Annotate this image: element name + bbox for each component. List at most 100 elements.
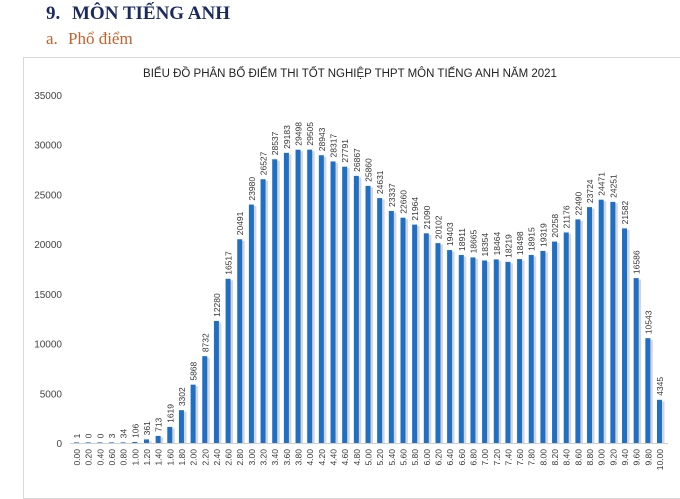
bar (377, 198, 383, 443)
bar-chart: BIỂU ĐỒ PHÂN BỐ ĐIỂM THI TỐT NGHIỆP THPT… (34, 66, 668, 470)
data-label: 19403 (445, 222, 455, 246)
bar (143, 439, 149, 443)
data-label: 24251 (608, 174, 618, 198)
subsection-title: Phổ điểm (68, 29, 133, 48)
data-label: 8732 (200, 333, 210, 352)
bar (517, 259, 523, 443)
bar (132, 441, 138, 443)
bar (178, 410, 184, 443)
bar (388, 210, 394, 443)
x-tick-label: 4.40 (329, 449, 339, 466)
data-label: 18219 (503, 234, 513, 258)
bar (470, 257, 476, 443)
bar (248, 204, 254, 443)
x-tick-label: 0.60 (107, 449, 117, 466)
subsection-letter: a. (46, 29, 58, 48)
data-label: 18498 (515, 231, 525, 255)
x-tick-label: 1.40 (154, 449, 164, 466)
x-tick-label: 4.20 (317, 449, 327, 466)
x-tick-label: 0.40 (95, 449, 105, 466)
data-label: 713 (154, 417, 164, 431)
data-label: 0 (95, 433, 105, 438)
x-tick-label: 2.00 (189, 449, 199, 466)
data-label: 34 (119, 429, 129, 439)
data-label: 18665 (468, 230, 478, 254)
x-tick-label: 9.00 (597, 449, 607, 466)
x-tick-label: 2.40 (212, 449, 222, 466)
bar (610, 201, 616, 443)
x-tick-label: 7.00 (480, 449, 490, 466)
bar (225, 278, 231, 443)
data-label: 16586 (632, 250, 642, 274)
x-tick-label: 7.40 (503, 449, 513, 466)
bar (342, 166, 348, 444)
y-tick-label: 30000 (34, 141, 62, 152)
data-label: 21090 (422, 205, 432, 229)
section-heading: 9. MÔN TIẾNG ANH (46, 3, 230, 25)
x-tick-label: 8.40 (562, 449, 572, 466)
x-tick-label: 0.80 (119, 449, 129, 466)
x-tick-label: 4.00 (305, 449, 315, 466)
data-label: 19319 (538, 223, 548, 247)
x-tick-label: 7.60 (515, 449, 525, 466)
data-label: 29183 (282, 125, 292, 149)
x-tick-label: 6.80 (468, 449, 478, 466)
bar (412, 224, 418, 443)
y-tick-label: 20000 (34, 240, 62, 251)
x-tick-label: 5.20 (375, 449, 385, 466)
data-label: 22660 (398, 190, 408, 214)
x-tick-label: 4.60 (340, 449, 350, 466)
y-tick-label: 15000 (34, 290, 62, 301)
bar (598, 199, 604, 443)
x-tick-label: 6.20 (433, 449, 443, 466)
data-label: 29498 (294, 122, 304, 146)
x-tick-label: 1.60 (165, 449, 175, 466)
bar (622, 228, 628, 443)
x-tick-label: 2.60 (224, 449, 234, 466)
bar (167, 426, 173, 443)
bar (108, 442, 114, 443)
data-label: 361 (142, 421, 152, 435)
y-tick-label: 35000 (34, 91, 62, 102)
data-label: 5868 (189, 361, 199, 380)
section-title: MÔN TIẾNG ANH (72, 3, 231, 24)
bar (120, 442, 126, 443)
chart-title: BIỂU ĐỒ PHÂN BỐ ĐIỂM THI TỐT NGHIỆP THPT… (143, 66, 557, 80)
x-tick-label: 3.40 (270, 449, 280, 466)
x-tick-label: 1.80 (177, 449, 187, 466)
data-label: 24471 (597, 172, 607, 196)
x-tick-label: 0.00 (72, 449, 82, 466)
bar (482, 260, 488, 443)
bar (447, 250, 453, 443)
bar (97, 442, 103, 443)
y-tick-label: 25000 (34, 190, 62, 201)
bar (272, 159, 278, 443)
data-label: 20102 (433, 215, 443, 239)
x-tick-label: 3.00 (247, 449, 257, 466)
bar (74, 442, 79, 443)
data-label: 3 (107, 433, 117, 438)
data-label: 4345 (655, 377, 665, 396)
x-tick-label: 2.80 (235, 449, 245, 466)
data-label: 28317 (329, 134, 339, 158)
data-label: 21176 (562, 205, 572, 228)
data-label: 21582 (620, 201, 630, 225)
data-label: 3302 (177, 387, 187, 406)
data-label: 106 (130, 423, 140, 437)
x-tick-label: 5.60 (398, 449, 408, 466)
bar (493, 259, 499, 443)
subsection-heading: a. Phổ điểm (46, 29, 133, 49)
bar (645, 338, 651, 443)
x-tick-label: 6.40 (445, 449, 455, 466)
x-tick-label: 5.40 (387, 449, 397, 466)
bar (260, 179, 266, 443)
data-label: 23980 (247, 177, 257, 201)
data-label: 18354 (480, 233, 490, 257)
x-tick-label: 6.00 (422, 449, 432, 466)
bar (657, 399, 662, 443)
data-label: 23724 (585, 179, 595, 203)
bar (330, 161, 336, 443)
x-tick-label: 7.80 (527, 449, 537, 466)
data-label: 18915 (527, 227, 537, 251)
bar (295, 149, 301, 443)
